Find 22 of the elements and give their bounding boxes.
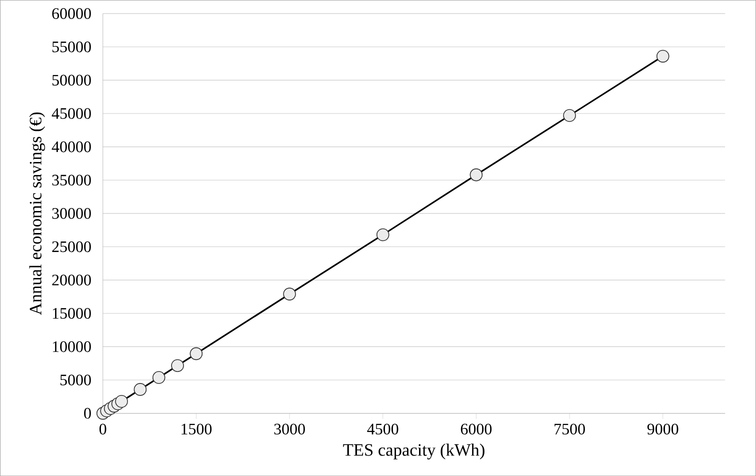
y-tick-label: 10000 <box>52 341 91 352</box>
y-tick-label: 5000 <box>60 374 91 386</box>
x-axis-title: TES capacity (kWh) <box>343 444 484 460</box>
y-tick-label: 35000 <box>52 174 91 186</box>
x-tick-label: 9000 <box>647 424 678 434</box>
x-tick-label: 0 <box>99 424 106 434</box>
y-tick-label: 30000 <box>52 208 91 219</box>
y-tick-label: 45000 <box>52 108 91 119</box>
x-tick-label: 7500 <box>554 424 585 434</box>
y-axis-title: Annual economic savings (€) <box>29 112 46 315</box>
y-tick-label: 25000 <box>52 241 91 252</box>
x-tick-label: 1500 <box>182 424 212 434</box>
y-tick-label: 40000 <box>52 141 91 152</box>
x-tick-label: 4500 <box>367 424 398 434</box>
y-tick-label: 50000 <box>52 74 91 86</box>
y-tick-label: 0 <box>84 408 91 419</box>
y-tick-label: 60000 <box>52 8 91 19</box>
y-tick-label: 15000 <box>52 308 91 319</box>
x-tick-label: 3000 <box>274 424 305 434</box>
x-tick-label: 6000 <box>460 424 492 434</box>
y-tick-label: 20000 <box>52 274 91 286</box>
y-tick-label: 55000 <box>52 41 91 52</box>
